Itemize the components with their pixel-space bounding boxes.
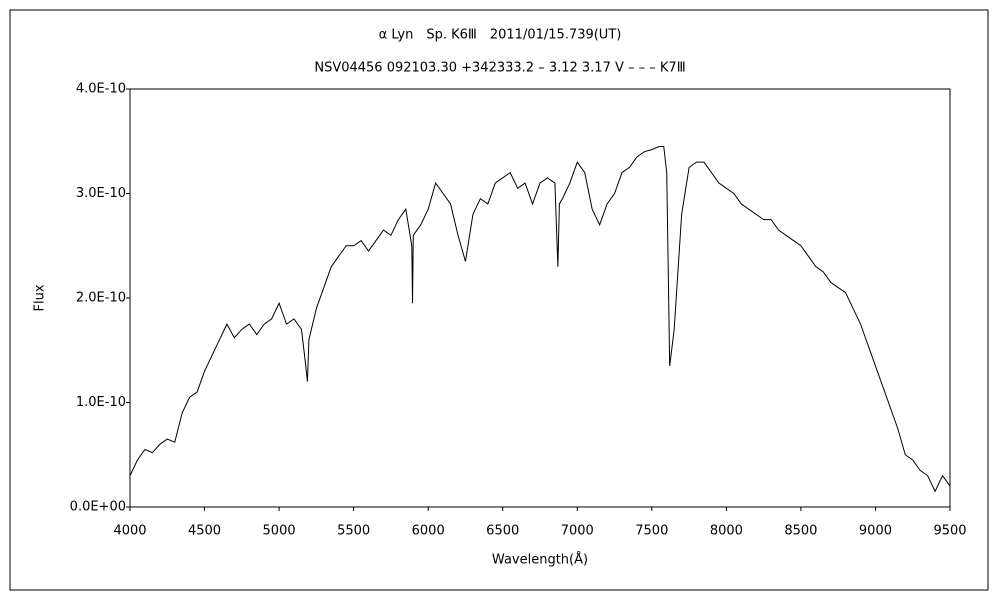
- y-axis-label: Flux: [33, 284, 48, 311]
- y-tick-label: 2.0E-10: [76, 291, 126, 306]
- chart-subtitle: NSV04456 092103.30 +342333.2 – 3.12 3.17…: [314, 61, 685, 76]
- y-tick-label: 3.0E-10: [76, 186, 126, 201]
- y-tick-label: 0.0E+00: [70, 500, 126, 515]
- x-tick-label: 9000: [859, 524, 892, 539]
- x-tick-label: 9500: [933, 524, 966, 539]
- x-tick-label: 4000: [113, 524, 146, 539]
- x-tick-label: 7000: [561, 524, 594, 539]
- y-tick-label: 4.0E-10: [76, 82, 126, 97]
- x-tick-label: 5500: [337, 524, 370, 539]
- x-tick-label: 8000: [710, 524, 743, 539]
- x-tick-label: 6500: [486, 524, 519, 539]
- y-tick-label: 1.0E-10: [76, 395, 126, 410]
- x-tick-label: 7500: [635, 524, 668, 539]
- x-tick-label: 6000: [412, 524, 445, 539]
- x-tick-label: 4500: [188, 524, 221, 539]
- x-tick-label: 5000: [263, 524, 296, 539]
- x-tick-label: 8500: [784, 524, 817, 539]
- x-axis-label: Wavelength(Å): [492, 552, 588, 568]
- spectrum-line: [129, 145, 951, 493]
- chart-frame: [9, 9, 989, 591]
- chart-title: α Lyn Sp. K6Ⅲ 2011/01/15.739(UT): [379, 28, 622, 43]
